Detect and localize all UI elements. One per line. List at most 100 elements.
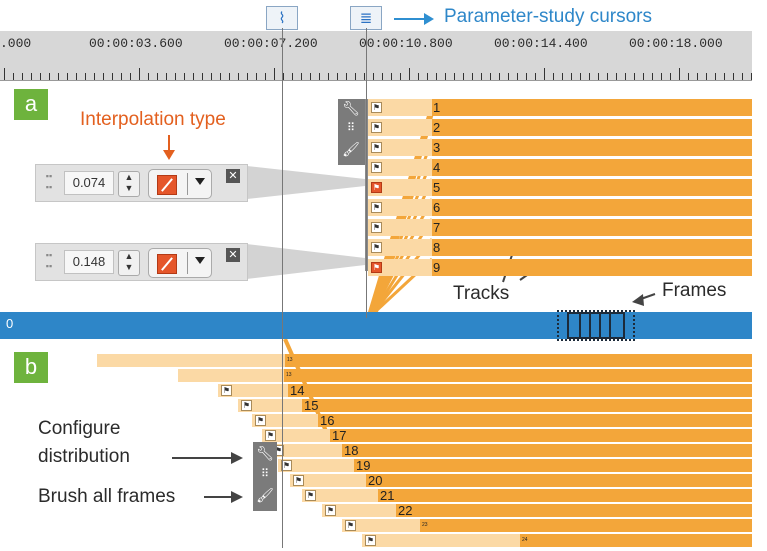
track-row[interactable] — [342, 444, 752, 457]
ruler-tick — [67, 73, 68, 80]
track-row[interactable] — [284, 369, 752, 382]
track-row[interactable] — [366, 474, 752, 487]
track-row[interactable] — [432, 259, 752, 276]
track-number: 8 — [433, 240, 441, 255]
grip-icon[interactable]: ▪▪ ▪▪ — [45, 250, 53, 271]
wrench-icon[interactable]: 🔧︎ — [342, 101, 360, 117]
ruler-tick — [697, 73, 698, 80]
track-prefix — [368, 159, 432, 176]
ruler-tick — [643, 73, 644, 80]
ruler-tick — [445, 73, 446, 80]
track-row[interactable] — [432, 179, 752, 196]
ruler-tick — [328, 73, 329, 80]
ruler-tick — [130, 73, 131, 80]
ruler-tick — [238, 73, 239, 80]
track-number: 22 — [398, 503, 413, 518]
track-row[interactable] — [420, 519, 752, 532]
brush-icon[interactable]: 🖌︎ — [256, 488, 274, 504]
track-flag-icon[interactable]: ⚑ — [371, 142, 382, 153]
time-label: 00:00:10.800 — [359, 36, 453, 51]
track-flag-icon[interactable]: ⚑ — [325, 505, 336, 516]
track-flag-icon[interactable]: ⚑ — [371, 242, 382, 253]
interpolation-type-select[interactable] — [148, 248, 212, 278]
track-row[interactable] — [432, 119, 752, 136]
ruler-tick — [211, 73, 212, 80]
track-number: 5 — [433, 180, 441, 195]
ruler-tick — [373, 73, 374, 80]
track-flag-icon[interactable]: ⚑ — [241, 400, 252, 411]
distribution-grid-icon[interactable]: ⠿ — [260, 467, 270, 480]
track-flag-icon[interactable]: ⚑ — [255, 415, 266, 426]
track-number: 13 — [286, 372, 292, 378]
wrench-icon[interactable]: 🔧︎ — [256, 446, 274, 462]
track-number: 16 — [320, 413, 335, 428]
track-flag-icon[interactable]: ⚑ — [371, 182, 382, 193]
ruler-tick — [157, 73, 158, 80]
track-prefix — [270, 444, 342, 457]
param-spinner[interactable]: ▲ ▼ — [118, 250, 140, 276]
track-prefix — [368, 239, 432, 256]
timeline-ruler[interactable]: .000 00:00:03.600 00:00:07.200 00:00:10.… — [0, 31, 752, 81]
track-number: 1 — [433, 100, 441, 115]
brush-icon[interactable]: 🖌︎ — [342, 142, 360, 158]
close-icon[interactable]: ✕ — [226, 248, 240, 262]
track-prefix — [302, 489, 378, 502]
param-spinner[interactable]: ▲ ▼ — [118, 171, 140, 197]
track-row[interactable] — [396, 504, 752, 517]
track-flag-icon[interactable]: ⚑ — [265, 430, 276, 441]
track-prefix — [178, 369, 284, 382]
section-a-badge: a — [14, 89, 48, 120]
time-label: 00:00:03.600 — [89, 36, 183, 51]
interpolation-type-select[interactable] — [148, 169, 212, 199]
track-flag-icon[interactable]: ⚑ — [221, 385, 232, 396]
ruler-tick — [58, 73, 59, 80]
track-row[interactable] — [432, 99, 752, 116]
track-flag-icon[interactable]: ⚑ — [345, 520, 356, 531]
track-row[interactable] — [378, 489, 752, 502]
ruler-tick — [355, 73, 356, 80]
track-row[interactable] — [288, 384, 752, 397]
timeline-bar[interactable]: 0 — [0, 312, 752, 339]
track-flag-icon[interactable]: ⚑ — [371, 202, 382, 213]
track-flag-icon[interactable]: ⚑ — [371, 262, 382, 273]
track-row[interactable] — [285, 354, 752, 367]
ruler-tick — [418, 73, 419, 80]
param-value-field[interactable]: 0.148 — [64, 250, 114, 274]
track-flag-icon[interactable]: ⚑ — [371, 102, 382, 113]
track-row[interactable] — [520, 534, 752, 547]
grip-icon[interactable]: ▪▪ ▪▪ — [45, 171, 53, 192]
track-row[interactable] — [318, 414, 752, 427]
ruler-tick — [409, 68, 410, 80]
track-row[interactable] — [330, 429, 752, 442]
track-number: 18 — [344, 443, 359, 458]
track-row[interactable] — [432, 239, 752, 256]
track-flag-icon[interactable]: ⚑ — [281, 460, 292, 471]
frames-block — [567, 312, 625, 339]
track-row[interactable] — [432, 159, 752, 176]
track-row[interactable] — [432, 139, 752, 156]
track-number: 19 — [356, 458, 371, 473]
track-prefix — [368, 99, 432, 116]
track-flag-icon[interactable]: ⚑ — [305, 490, 316, 501]
param-value-field[interactable]: 0.074 — [64, 171, 114, 195]
ruler-tick — [283, 73, 284, 80]
ruler-tick — [580, 73, 581, 80]
close-icon[interactable]: ✕ — [226, 169, 240, 183]
ruler-tick — [607, 73, 608, 80]
track-row[interactable] — [302, 399, 752, 412]
interp-cursor-icon[interactable]: ⌇ — [266, 6, 298, 30]
track-row[interactable] — [354, 459, 752, 472]
distribution-grid-icon[interactable]: ⠿ — [346, 121, 356, 134]
track-flag-icon[interactable]: ⚑ — [293, 475, 304, 486]
chevron-down-icon — [195, 178, 205, 185]
track-flag-icon[interactable]: ⚑ — [371, 162, 382, 173]
track-flag-icon[interactable]: ⚑ — [371, 222, 382, 233]
track-prefix — [97, 354, 285, 367]
track-flag-icon[interactable]: ⚑ — [365, 535, 376, 546]
track-number: 9 — [433, 260, 441, 275]
param-control-2: ▪▪ ▪▪ 0.148 ▲ ▼ ✕ — [35, 243, 248, 281]
frames-indicator[interactable] — [557, 310, 635, 341]
track-row[interactable] — [432, 219, 752, 236]
track-flag-icon[interactable]: ⚑ — [371, 122, 382, 133]
track-row[interactable] — [432, 199, 752, 216]
